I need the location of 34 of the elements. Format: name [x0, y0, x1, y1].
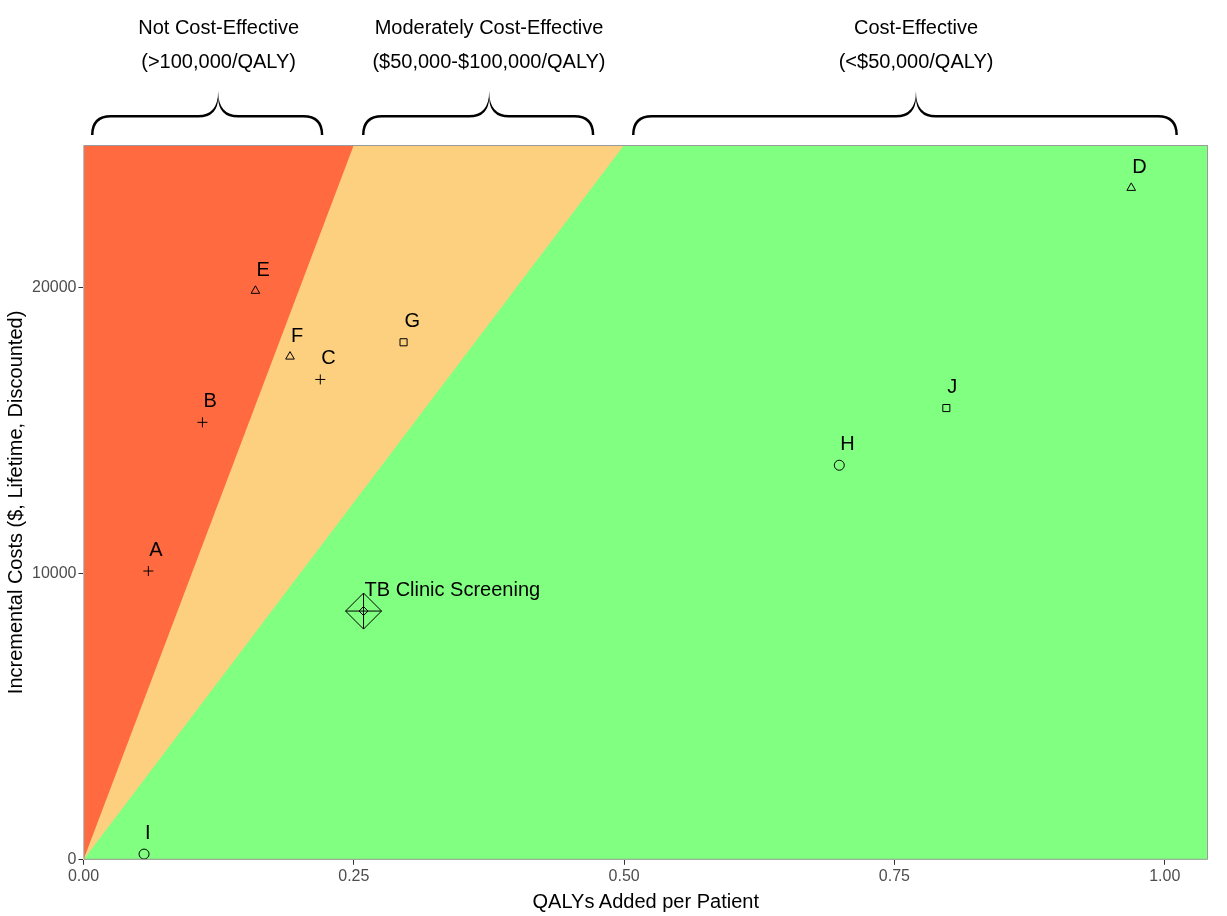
point — [285, 351, 295, 360]
annotation: B — [203, 389, 217, 412]
annotation: E — [256, 257, 270, 280]
x-axis-title: QALYs Added per Patient — [532, 889, 760, 912]
text: Cost-Effective (<$50,000/QALY) — [837, 15, 995, 74]
y-tick-label: 20000 — [31, 278, 77, 296]
point — [138, 848, 150, 860]
point — [196, 416, 208, 428]
point — [1126, 182, 1137, 191]
point — [250, 285, 261, 294]
y-tick-label: 10000 — [31, 564, 77, 582]
y-tick-label: 0 — [67, 850, 77, 868]
annotation: J — [947, 375, 958, 398]
annotation: TB Clinic Screening — [364, 578, 541, 601]
point — [833, 459, 845, 471]
x-tick-label: 1.00 — [1149, 866, 1181, 884]
annotation: F — [291, 323, 304, 346]
annotation: A — [149, 538, 164, 561]
y-axis-title: Incremental Costs ($, Lifetime, Discounted) — [3, 310, 26, 695]
point — [142, 565, 154, 577]
annotation: C — [321, 346, 336, 369]
point — [942, 404, 951, 413]
x-tick-label: 0.25 — [338, 866, 370, 884]
annotation: G — [404, 309, 421, 332]
text: Not Cost-Effective (>100,000/QALY) — [138, 16, 300, 72]
annotation: D — [1132, 154, 1147, 177]
x-tick-label: 0.75 — [878, 866, 911, 884]
annotation: H — [840, 432, 855, 455]
point — [314, 373, 326, 385]
x-tick-label: 0.50 — [608, 866, 640, 884]
annotation: I — [145, 821, 151, 844]
text: Moderately Cost-Effective ($50,000-$100,000/QALY) — [372, 16, 606, 72]
point — [399, 338, 408, 347]
x-tick-label: 0.00 — [67, 866, 100, 884]
